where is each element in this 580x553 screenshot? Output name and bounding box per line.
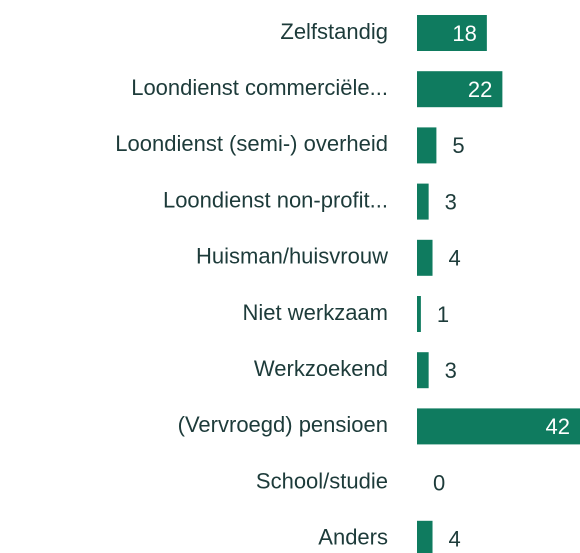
bar xyxy=(417,352,429,389)
category-label: (Vervroegd) pensioen xyxy=(178,412,388,437)
value-label: 1 xyxy=(437,302,449,327)
value-label: 0 xyxy=(433,470,445,495)
bar xyxy=(417,408,580,445)
bar xyxy=(417,239,433,276)
value-label: 5 xyxy=(452,133,464,158)
bar xyxy=(417,520,433,553)
bar xyxy=(417,71,503,108)
category-label: Loondienst (semi-) overheid xyxy=(115,131,388,156)
category-label: Loondienst commerciële... xyxy=(131,75,388,100)
value-label: 4 xyxy=(449,527,461,552)
value-label: 42 xyxy=(546,414,570,439)
bar xyxy=(417,127,437,164)
value-label: 22 xyxy=(468,77,492,102)
value-label: 4 xyxy=(449,246,461,271)
category-label: Niet werkzaam xyxy=(243,300,388,325)
category-label: Zelfstandig xyxy=(280,19,388,44)
bar xyxy=(417,183,429,220)
category-label: Werkzoekend xyxy=(254,356,388,381)
category-label: Loondienst non-profit... xyxy=(163,187,388,212)
category-label: Huisman/huisvrouw xyxy=(196,244,388,269)
bar xyxy=(417,15,487,51)
category-label: School/studie xyxy=(256,468,388,493)
category-label: Anders xyxy=(318,525,388,550)
value-label: 18 xyxy=(452,21,476,46)
bar xyxy=(417,296,421,332)
value-label: 3 xyxy=(445,189,457,214)
value-label: 3 xyxy=(445,358,457,383)
